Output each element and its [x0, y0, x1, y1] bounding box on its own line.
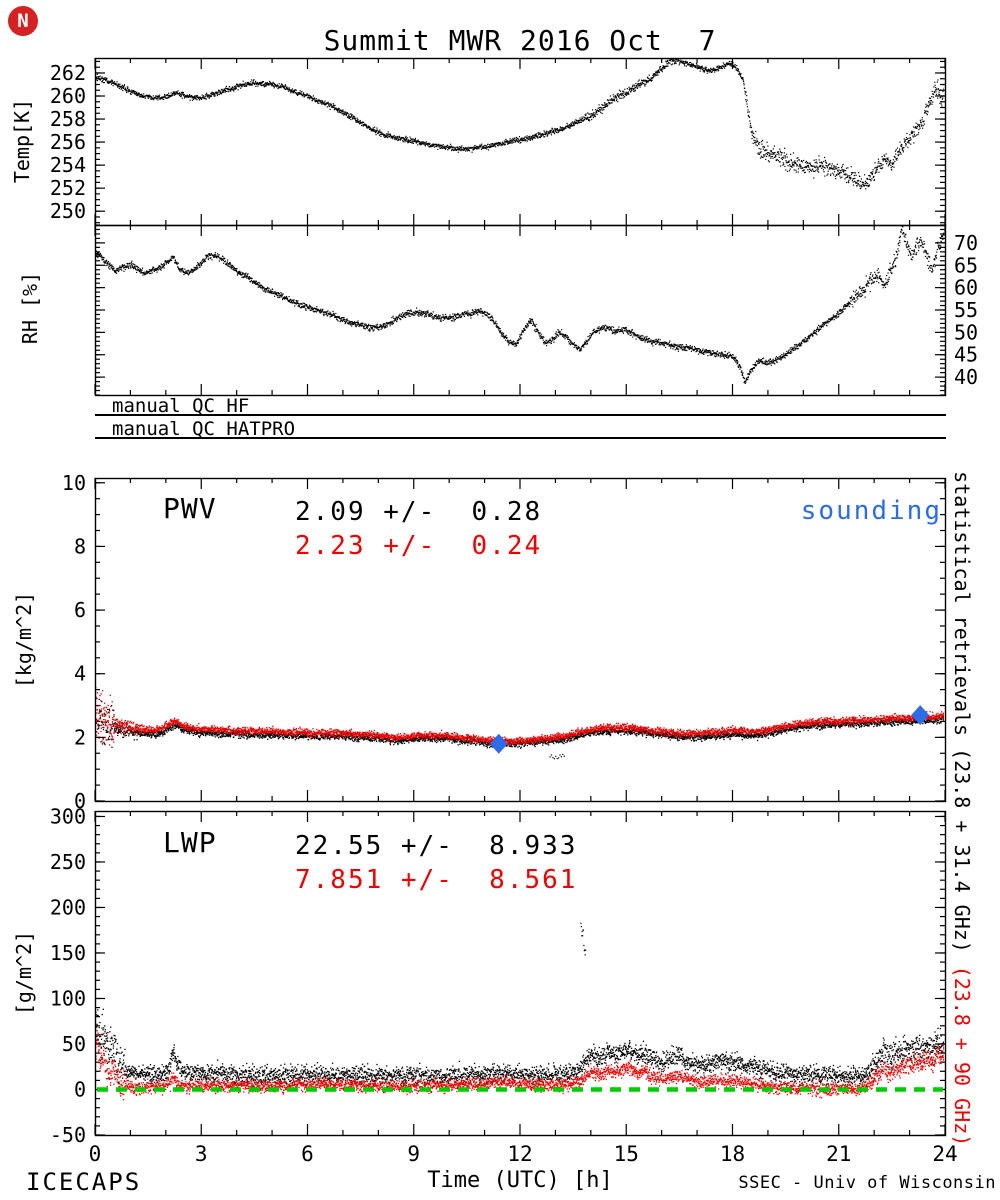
- sounding-legend: sounding: [800, 496, 942, 526]
- rh-axis-title: RH [%]: [18, 271, 42, 345]
- pwv-stats-red: 2.23 +/- 0.24: [295, 531, 543, 561]
- lwp-label: LWP: [163, 826, 217, 859]
- temp-axis-title: Temp[K]: [10, 98, 34, 184]
- lwp-stats-black: 22.55 +/- 8.933: [295, 831, 578, 861]
- qc-hatpro-line: [95, 437, 946, 439]
- qc-hf-label: manual QC HF: [112, 395, 250, 417]
- pwv-stats-black: 2.09 +/- 0.28: [295, 497, 543, 527]
- lwp-axis-title: [g/m^2]: [12, 930, 36, 1016]
- ssec-credit: SSEC - Univ of Wisconsin: [738, 1173, 996, 1193]
- pwv-label: PWV: [163, 492, 217, 525]
- x-axis-title: Time (UTC) [h]: [427, 1168, 613, 1193]
- retrieval-caption-black: statistical retrievals (23.8 + 31.4 GHz): [950, 471, 974, 953]
- icecaps-credit: ICECAPS: [26, 1168, 142, 1196]
- pwv-axis-title: [kg/m^2]: [12, 591, 36, 689]
- qc-hatpro-label: manual QC HATPRO: [112, 418, 296, 440]
- retrieval-caption-red: (23.8 + 90 GHz): [950, 965, 974, 1147]
- qc-hf-line: [95, 414, 946, 416]
- lwp-stats-red: 7.851 +/- 8.561: [295, 865, 578, 895]
